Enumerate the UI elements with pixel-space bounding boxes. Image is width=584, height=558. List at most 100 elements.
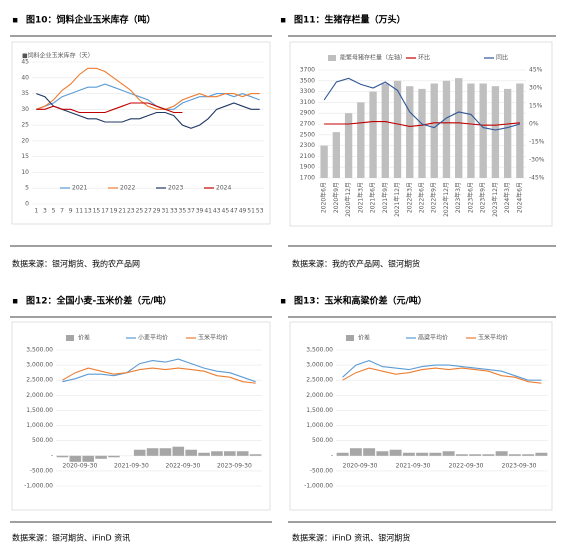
y-tick-label: 1,500.00: [306, 407, 333, 414]
x-tick-label: 2022年9月: [430, 182, 438, 213]
y-tick-label: -: [51, 452, 53, 459]
bar: [503, 88, 512, 178]
y-tick-label: 20: [21, 137, 29, 144]
y-tick-label: 2300: [300, 142, 315, 149]
legend-swatch: [66, 335, 74, 341]
y-tick-label: 2,000.00: [306, 392, 333, 399]
bar: [381, 83, 389, 178]
bar: [56, 455, 69, 458]
x-tick-label: 2023-09-30: [217, 463, 252, 470]
y-tick-label: 1,000.00: [26, 422, 53, 429]
x-tick-label: 9: [69, 208, 73, 215]
y-tick-label: 3,000.00: [26, 362, 53, 369]
x-tick-label: 2021年9月: [381, 182, 389, 213]
legend-label: 2021: [72, 185, 87, 192]
y-tick-label: 2900: [300, 110, 315, 117]
x-tick-label: 13: [84, 208, 92, 215]
bar: [479, 83, 487, 178]
x-tick-label: 25: [136, 208, 144, 215]
x-tick-label: 2021-09-30: [396, 463, 431, 470]
bar: [389, 449, 402, 456]
bar: [469, 454, 482, 456]
y-tick-label: 10: [21, 169, 29, 176]
bar: [455, 78, 463, 178]
y-tick-label: 0: [25, 201, 29, 208]
line: [324, 121, 520, 127]
bullet: ▪: [12, 16, 18, 26]
x-tick-label: 2024年6月: [515, 182, 523, 213]
x-tick-label: 2021年6月: [369, 182, 377, 213]
bar: [211, 451, 223, 456]
caption: 图10：饲料企业玉米库存（吨）: [26, 14, 156, 26]
y2-tick-label: 15%: [529, 103, 543, 110]
x-tick-label: 1: [34, 208, 38, 215]
line: [342, 360, 542, 381]
y-tick-label: 3100: [300, 99, 315, 106]
x-tick-label: 37: [187, 208, 195, 215]
x-tick-label: 2020年12月: [344, 182, 352, 217]
bar: [224, 451, 236, 456]
source: 数据来源：iFinD 资讯、银河期货: [292, 533, 410, 543]
y-tick-label: -500.00: [30, 467, 53, 474]
y-tick-label: 3300: [300, 88, 315, 95]
x-tick-label: 2021年3月: [356, 182, 364, 213]
x-tick-label: 39: [196, 208, 204, 215]
y-tick-label: 3,500.00: [26, 347, 53, 354]
x-tick-label: 33: [170, 208, 178, 215]
bar: [159, 448, 172, 456]
bar: [82, 455, 94, 462]
x-tick-label: 15: [93, 208, 101, 215]
legend-label: 2022: [120, 185, 135, 192]
x-tick-label: 2020-09-30: [343, 463, 378, 470]
bar: [429, 452, 442, 456]
x-tick-label: 5: [52, 208, 56, 215]
x-tick-label: 49: [239, 208, 247, 215]
x-tick-label: 17: [101, 208, 109, 215]
y-tick-label: 45: [21, 59, 29, 66]
y-tick-label: 3700: [300, 67, 315, 74]
bar: [442, 80, 451, 178]
x-tick-label: 2023年9月: [479, 182, 487, 213]
x-tick-label: 35: [179, 208, 187, 215]
y-tick-label: 1900: [300, 164, 315, 171]
y-tick-label: 40: [21, 74, 29, 81]
y-tick-label: 2100: [300, 153, 315, 160]
x-tick-label: 2023-09-30: [502, 463, 537, 470]
x-tick-label: 51: [247, 208, 255, 215]
x-tick-label: 21: [118, 208, 126, 215]
legend-label: 能繁母猪存栏量（左轴）: [340, 54, 406, 62]
bar: [336, 452, 349, 456]
x-tick-label: 41: [204, 208, 212, 215]
caption: 图12：全国小麦-玉米价差（元/吨）: [26, 295, 172, 307]
bar: [320, 145, 328, 178]
x-tick-label: 47: [230, 208, 238, 215]
x-tick-label: 2022年6月: [418, 182, 426, 213]
bar: [344, 113, 353, 178]
bar: [418, 88, 426, 178]
x-tick-label: 53: [256, 208, 264, 215]
y2-tick-label: -15%: [529, 139, 545, 146]
legend-swatch: [346, 335, 354, 341]
bar: [516, 83, 524, 178]
legend-label: 小麦平均价: [138, 334, 168, 342]
bar: [393, 80, 402, 178]
y-tick-label: 35: [21, 90, 29, 97]
y-tick-label: 2,500.00: [306, 377, 333, 384]
y-tick-label: 1,500.00: [26, 407, 53, 414]
line: [62, 367, 256, 384]
x-tick-label: 19: [110, 208, 118, 215]
legend-swatch: [328, 55, 336, 61]
bar: [522, 454, 535, 456]
caption: 图11：生猪存栏量（万头）: [294, 14, 406, 26]
x-tick-label: 7: [60, 208, 64, 215]
source: 数据来源：银河期货、我的农产品网: [12, 259, 140, 269]
bar: [402, 452, 415, 456]
y-tick-label: 1700: [300, 175, 315, 182]
source: 数据来源：银河期货、iFinD 资讯: [12, 533, 130, 543]
x-tick-label: 2022年3月: [405, 182, 413, 213]
line: [36, 93, 260, 129]
bar: [363, 448, 376, 456]
x-tick-label: 31: [161, 208, 169, 215]
line: [323, 77, 521, 131]
